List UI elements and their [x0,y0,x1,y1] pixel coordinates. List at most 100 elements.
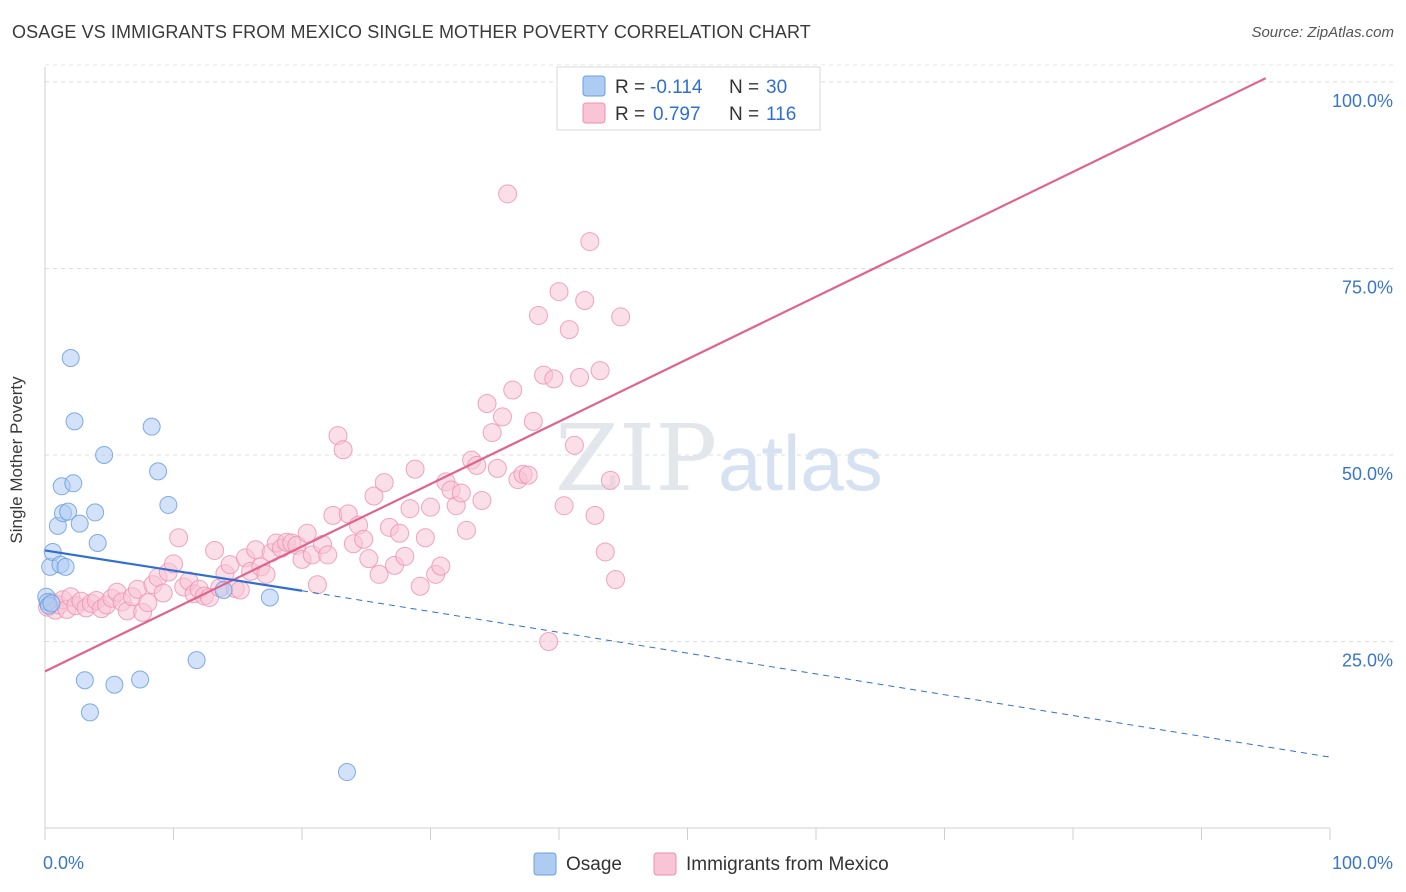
legend-swatch-mexico[interactable] [653,852,677,876]
y-tick-label: 75.0% [1342,277,1393,297]
data-point-mexico [369,564,389,584]
data-point-mexico [364,486,384,506]
data-point-mexico [318,545,338,565]
stats-r-label-osage: R = [615,77,645,98]
source-label: Source: ZipAtlas.com [1251,24,1394,41]
stats-r-label-mexico: R = [615,104,645,125]
data-point-mexico [400,499,420,519]
data-point-mexico [472,490,492,510]
data-point-osage [187,651,206,670]
data-point-mexico [528,305,548,325]
stats-r-value-osage: -0.114 [650,77,703,98]
data-point-osage [61,348,80,367]
series-osage-points [37,348,356,782]
data-point-mexico [205,540,225,560]
data-point-mexico [297,523,317,543]
data-point-osage [142,417,161,436]
data-point-mexico [544,369,564,389]
stats-swatch-mexico [582,102,606,124]
trend-line-mexico [44,77,1267,673]
data-point-mexico [169,528,189,548]
data-point-mexico [431,556,451,576]
data-point-mexico [482,423,502,443]
x-tick-label: 100.0% [1332,853,1393,873]
data-point-mexico [333,440,353,460]
data-point-mexico [374,473,394,493]
data-point-osage [105,675,124,694]
stats-n-value-mexico: 116 [766,104,796,125]
stats-r-value-mexico: 0.797 [653,104,701,125]
data-point-mexico [456,520,476,540]
x-tick-label: 0.0% [43,853,84,873]
data-point-mexico [585,505,605,525]
data-point-osage [159,495,178,514]
data-point-mexico [451,483,471,503]
data-point-osage [131,670,150,689]
data-point-mexico [415,528,435,548]
y-tick-label: 25.0% [1342,650,1393,670]
data-point-osage [42,594,61,613]
data-point-osage [149,462,168,481]
data-point-osage [86,503,105,522]
stats-swatch-osage [582,75,606,97]
data-point-osage [88,533,107,552]
data-point-mexico [395,546,415,566]
data-point-mexico [518,465,538,485]
data-point-mexico [256,564,276,584]
stats-n-value-osage: 30 [766,77,787,98]
data-point-mexico [590,361,610,381]
stats-n-label-mexico: N = [729,104,759,125]
data-point-osage [64,474,83,493]
stats-n-label-osage: N = [729,77,759,98]
data-point-osage [59,502,78,521]
trend-line-osage [44,549,303,592]
data-point-mexico [307,575,327,595]
bottom-legend: Osage Immigrants from Mexico [533,852,889,876]
data-point-mexico [595,542,615,562]
legend-label-mexico[interactable]: Immigrants from Mexico [686,854,889,875]
data-point-mexico [492,407,512,427]
data-point-mexico [498,184,518,204]
data-point-mexico [487,458,507,478]
trend-line-osage-extension [301,590,1331,758]
data-point-osage [260,588,279,607]
data-point-mexico [564,435,584,455]
data-point-osage [95,445,114,464]
x-tick-labels: 0.0% 100.0% [43,853,1393,873]
stats-legend: R = -0.114 N = 30 R = 0.797 N = 116 [556,66,821,131]
watermark-atlas: atlas [718,419,883,507]
y-tick-labels: 25.0% 50.0% 75.0% 100.0% [1332,91,1393,671]
data-point-mexico [354,529,374,549]
trend-lines [44,77,1331,758]
data-point-mexico [539,631,559,651]
data-point-mexico [606,570,626,590]
data-point-mexico [477,393,497,413]
data-point-mexico [230,580,250,600]
data-point-osage [80,703,99,722]
data-point-mexico [575,291,595,311]
data-point-mexico [153,583,173,603]
data-point-mexico [390,523,410,543]
data-point-osage [75,671,94,690]
gridlines [45,64,1393,642]
data-point-mexico [559,320,579,340]
data-point-osage [56,557,75,576]
data-point-mexico [549,282,569,302]
data-point-mexico [580,232,600,252]
data-point-mexico [554,496,574,516]
data-point-osage [65,412,84,431]
data-point-mexico [359,549,379,569]
data-point-osage [70,514,89,533]
chart-title: OSAGE VS IMMIGRANTS FROM MEXICO SINGLE M… [12,22,811,42]
y-tick-label: 50.0% [1342,464,1393,484]
data-point-mexico [421,497,440,517]
legend-swatch-osage[interactable] [533,852,557,876]
legend-label-osage[interactable]: Osage [566,854,622,875]
data-point-mexico [503,380,523,400]
data-point-mexico [138,593,158,613]
watermark-zip: ZIP [555,405,717,512]
data-point-mexico [410,576,430,596]
y-tick-label: 100.0% [1332,91,1393,111]
watermark: ZIP atlas [555,405,883,512]
